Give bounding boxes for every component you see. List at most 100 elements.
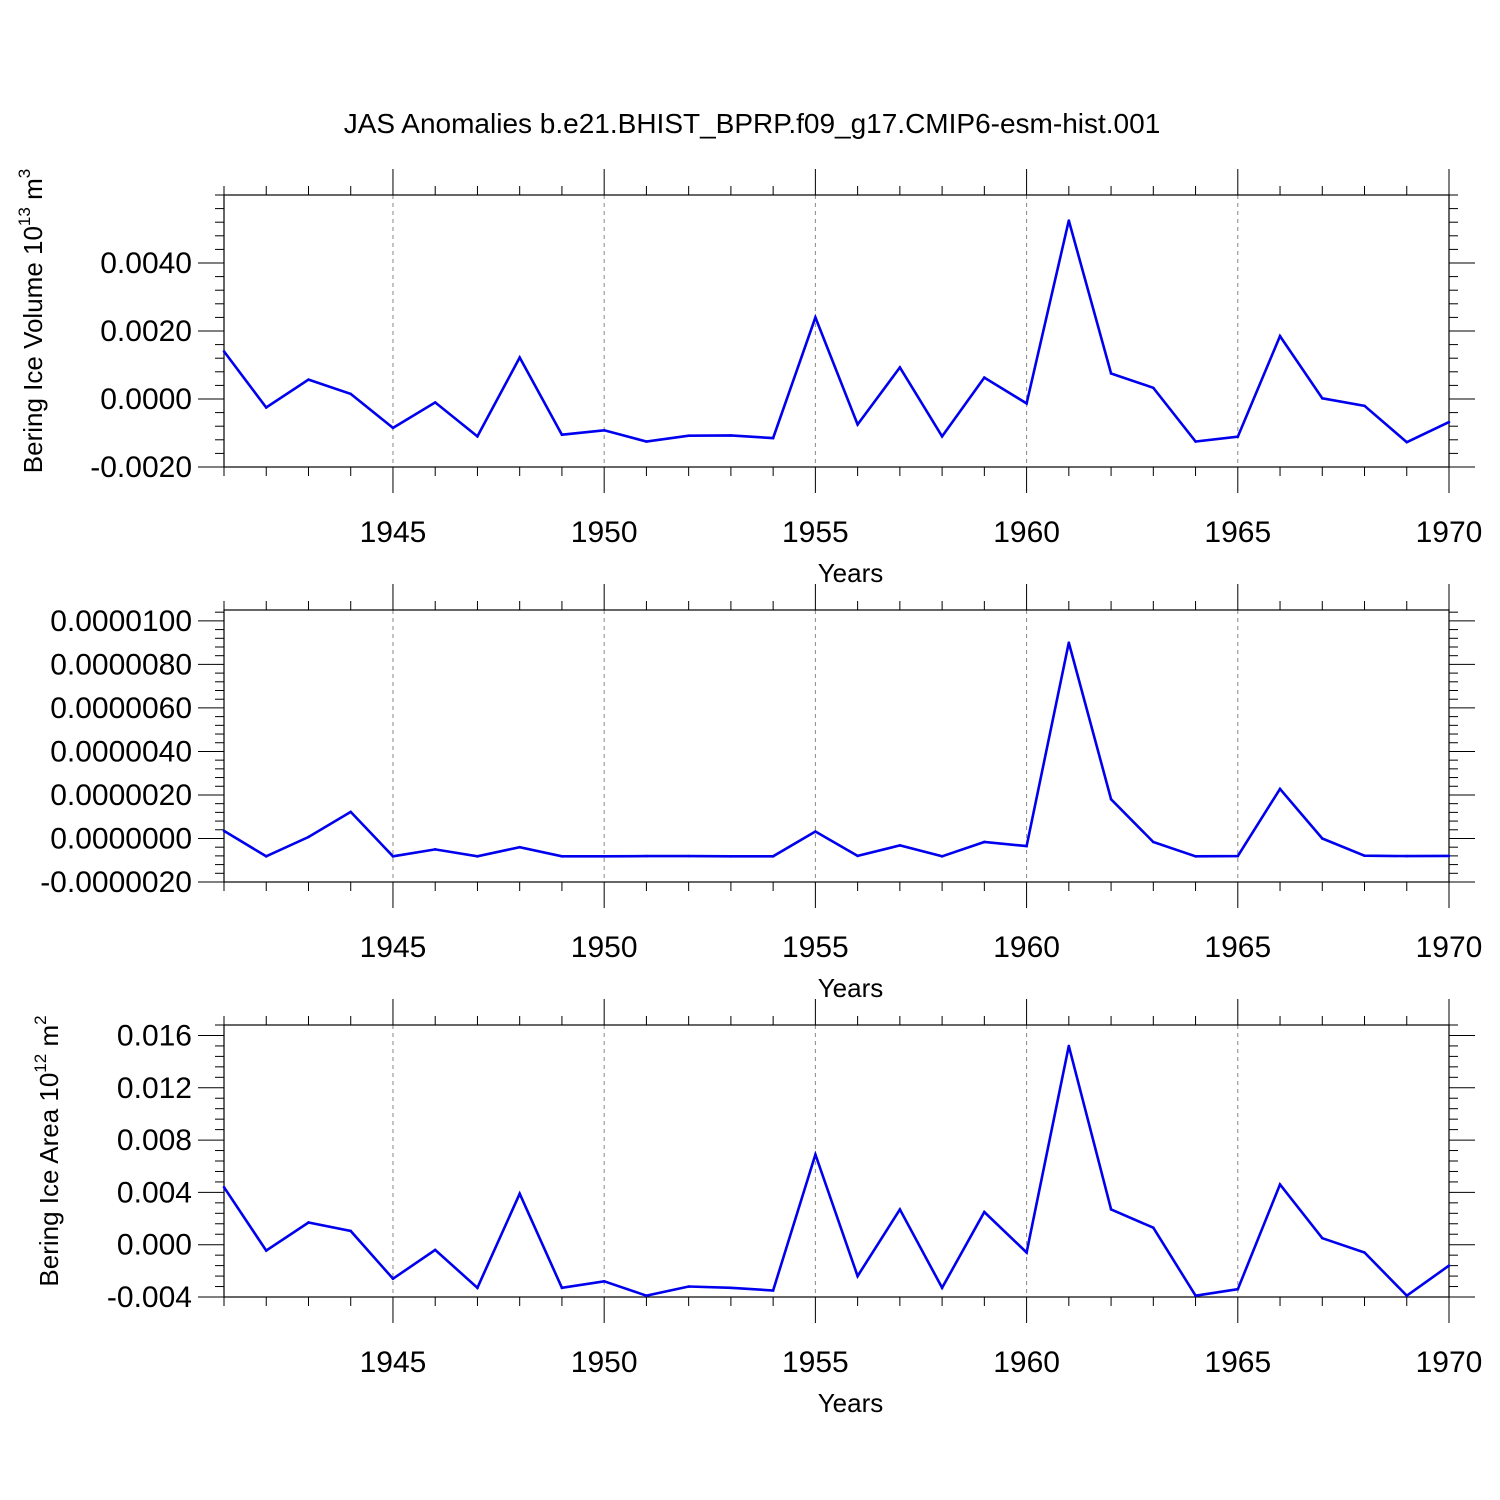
data-point: [433, 848, 437, 851]
panel-2: -0.0000020 0.0000000 0.0000020 0.0000040 0.0…: [40, 584, 1482, 1003]
data-point: [1067, 641, 1071, 644]
data-point: [1236, 1287, 1240, 1291]
data-point: [1320, 397, 1324, 400]
panel-1: -0.0020 0.0000 0.0020 0.0040 1945 1950 1955 196…: [15, 169, 1482, 588]
data-point: [814, 1153, 817, 1156]
data-point: [645, 440, 648, 443]
data-point: [898, 844, 902, 847]
x-tick-label: 1955: [782, 1346, 849, 1379]
data-point: [307, 835, 310, 839]
data-point: [1405, 440, 1409, 444]
x-tick-label: 1945: [360, 931, 427, 964]
x-tick-label: 1970: [1416, 931, 1483, 964]
series-line: [223, 642, 1450, 858]
data-point: [349, 810, 353, 814]
x-tick-label: 1945: [360, 1346, 427, 1379]
x-tick-label: 1960: [993, 1346, 1060, 1379]
panel-3: -0.004 0.000 0.004 0.008 0.012 0.016 1945 1950 1…: [31, 999, 1482, 1418]
data-point: [1236, 435, 1240, 439]
x-tick-label: 1965: [1204, 1346, 1271, 1379]
data-point: [560, 433, 564, 437]
data-point: [1067, 1044, 1071, 1048]
data-point: [1236, 854, 1240, 858]
series-line: [222, 1045, 1450, 1298]
x-tick-label: 1955: [782, 516, 849, 549]
data-point: [940, 1286, 944, 1290]
data-point: [264, 855, 268, 858]
data-point: [729, 855, 733, 858]
y-tick-label: 0.0040: [100, 247, 192, 280]
data-point: [687, 854, 690, 858]
data-point: [983, 376, 986, 379]
x-tick-label: 1955: [782, 931, 849, 964]
data-point: [856, 1274, 859, 1278]
data-point: [1363, 404, 1366, 408]
data-point: [1447, 854, 1451, 858]
data-point: [349, 1229, 353, 1233]
plot-frame: [223, 1024, 1450, 1298]
y-tick-label: 0.0000100: [50, 605, 192, 638]
y-tick-label: -0.004: [107, 1281, 192, 1314]
x-tick-label: 1950: [571, 516, 638, 549]
data-point: [645, 1294, 648, 1297]
x-axis-title: Years: [818, 558, 884, 588]
data-point: [1109, 1208, 1113, 1211]
y-tick-label: 0.0020: [100, 315, 192, 348]
y-tick-label: 0.0000020: [50, 779, 192, 812]
data-point: [1320, 1236, 1324, 1240]
data-point: [898, 366, 902, 369]
data-point: [1194, 1294, 1197, 1297]
data-point: [222, 350, 226, 353]
data-point: [391, 426, 395, 430]
x-tick-label: 1965: [1204, 516, 1271, 549]
y-tick-label: 0.0000: [100, 383, 192, 416]
data-point: [1152, 386, 1155, 390]
data-point: [1405, 854, 1409, 858]
x-tick-label: 1950: [571, 1346, 638, 1379]
data-point: [1320, 837, 1324, 840]
plot-frame: [223, 609, 1450, 883]
series-line: [222, 220, 1450, 444]
data-point: [433, 1248, 437, 1252]
data-point: [940, 855, 944, 858]
data-point: [1109, 372, 1113, 375]
data-point: [1194, 855, 1197, 858]
y-tick-label: 0.008: [117, 1124, 192, 1157]
data-point: [1025, 1251, 1028, 1254]
x-tick-label: 1960: [993, 931, 1060, 964]
data-point: [602, 1280, 606, 1283]
y-tick-label: 0.0000080: [50, 648, 192, 681]
data-point: [391, 1277, 395, 1280]
y-axis-title: Bering Ice Area 1012 m2: [31, 1015, 64, 1286]
data-point: [476, 435, 479, 438]
data-point: [645, 854, 648, 858]
x-tick-label: 1945: [360, 516, 427, 549]
data-point: [729, 1286, 733, 1290]
x-tick-label: 1970: [1416, 516, 1483, 549]
data-point: [602, 428, 606, 432]
data-point: [1405, 1294, 1409, 1297]
data-point: [1363, 1251, 1366, 1254]
data-point: [222, 829, 226, 833]
data-point: [1025, 402, 1028, 405]
data-point: [1152, 1226, 1155, 1229]
data-point: [771, 855, 775, 858]
data-point: [687, 1285, 690, 1288]
plot-frame: [223, 194, 1450, 468]
data-point: [518, 356, 521, 359]
chart-title: JAS Anomalies b.e21.BHIST_BPRP.f09_g17.C…: [344, 108, 1161, 139]
data-point: [1447, 1264, 1451, 1267]
x-tick-label: 1965: [1204, 931, 1271, 964]
y-tick-label: -0.0020: [90, 451, 192, 484]
data-point: [602, 855, 606, 858]
data-point: [433, 401, 437, 404]
y-tick-label: 0.012: [117, 1072, 192, 1105]
data-point: [518, 1192, 521, 1195]
data-point: [771, 436, 775, 440]
y-tick-label: 0.000: [117, 1229, 192, 1262]
x-axis-title: Years: [818, 1388, 884, 1418]
y-tick-label: 0.0000060: [50, 692, 192, 725]
data-point: [1152, 840, 1155, 844]
data-point: [940, 435, 944, 438]
y-tick-label: 0.0000000: [50, 822, 192, 855]
